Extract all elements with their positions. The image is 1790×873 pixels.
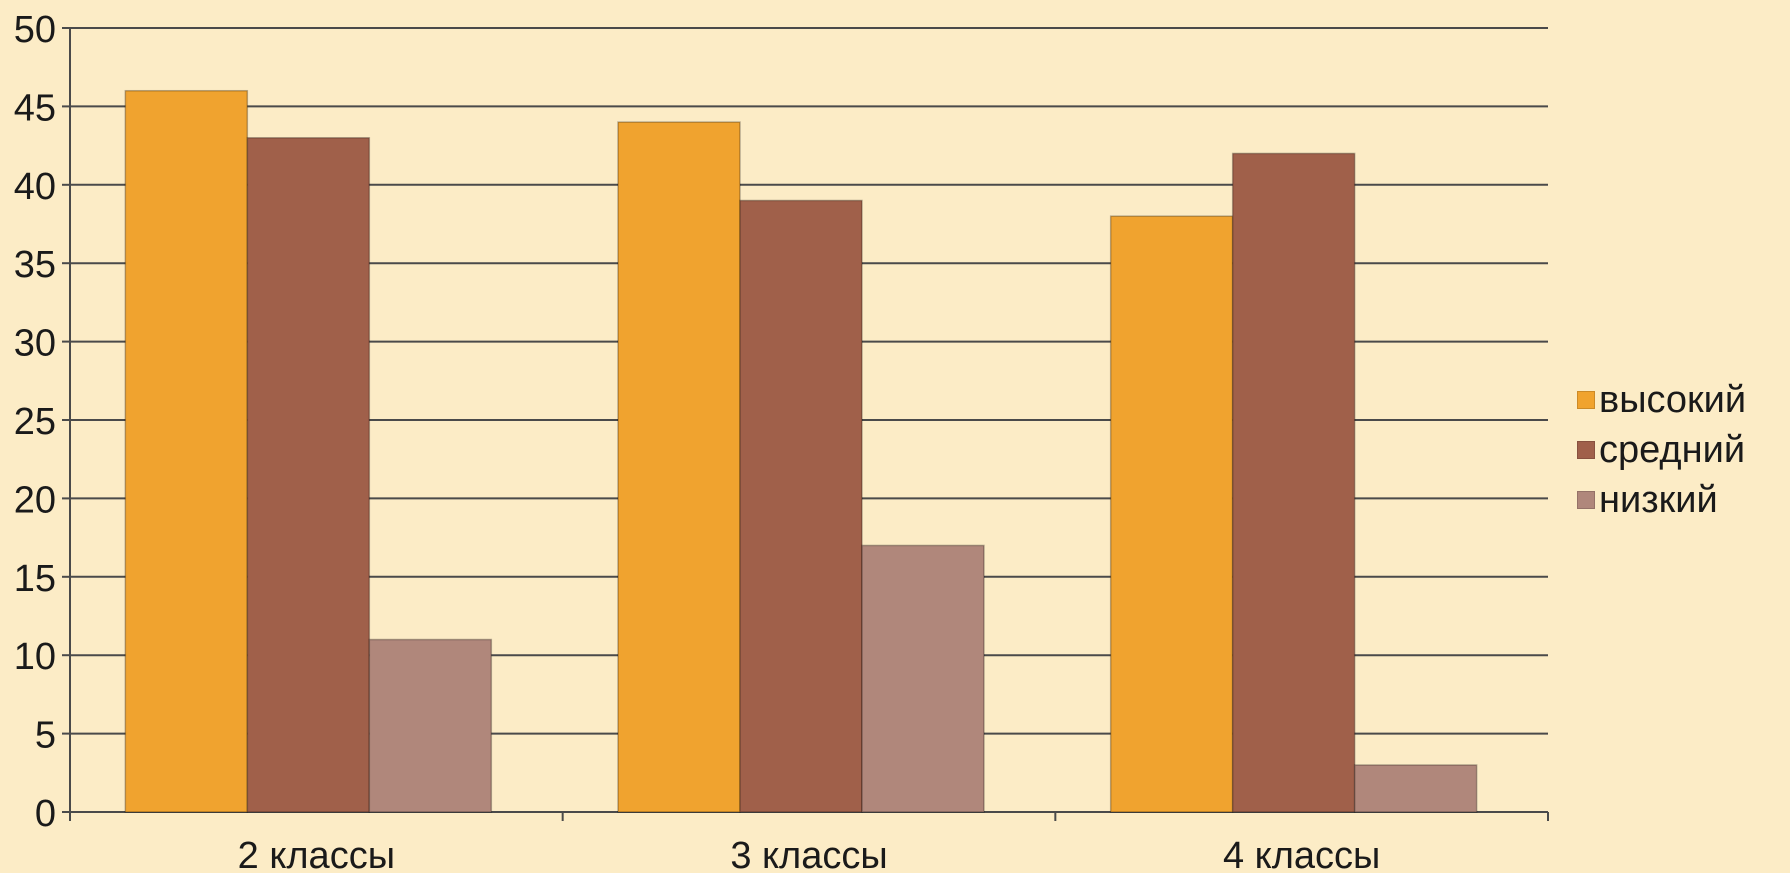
y-tick-label: 45 xyxy=(14,87,56,129)
y-tick-label: 5 xyxy=(35,715,56,757)
legend-item-nizkiy: низкий xyxy=(1577,476,1746,524)
x-tick-label: 4 классы xyxy=(1223,835,1380,873)
bar-vysokiy xyxy=(1109,215,1234,813)
y-tick-label: 20 xyxy=(14,479,56,521)
y-tick-label: 10 xyxy=(14,636,56,678)
y-tick-label: 25 xyxy=(14,401,56,443)
bar-nizkiy xyxy=(861,544,985,813)
legend-swatch-sredniy xyxy=(1577,441,1595,459)
legend-label-vysokiy: высокий xyxy=(1599,379,1747,421)
y-tick-label: 30 xyxy=(14,323,56,365)
x-tick-label: 2 классы xyxy=(238,835,395,873)
y-tick-label: 50 xyxy=(14,9,56,51)
bar-sredniy xyxy=(1231,152,1356,813)
legend-swatch-nizkiy xyxy=(1577,491,1595,509)
y-tick-label: 35 xyxy=(14,244,56,286)
bar-vysokiy xyxy=(617,121,741,813)
x-tick-label: 3 классы xyxy=(730,835,887,873)
legend-label-sredniy: средний xyxy=(1599,429,1746,471)
legend-item-vysokiy: высокий xyxy=(1577,376,1746,424)
legend-label-nizkiy: низкий xyxy=(1599,479,1718,521)
bar-vysokiy xyxy=(124,89,249,813)
bar-nizkiy xyxy=(1353,764,1478,813)
y-tick-label: 40 xyxy=(14,166,56,208)
bar-nizkiy xyxy=(368,638,493,813)
legend: высокий средний низкий xyxy=(1577,376,1746,524)
legend-swatch-vysokiy xyxy=(1577,391,1595,409)
legend-item-sredniy: средний xyxy=(1577,426,1746,474)
bar-sredniy xyxy=(246,137,371,813)
bar-sredniy xyxy=(739,199,863,813)
y-tick-label: 15 xyxy=(14,558,56,600)
y-tick-label: 0 xyxy=(35,793,56,835)
